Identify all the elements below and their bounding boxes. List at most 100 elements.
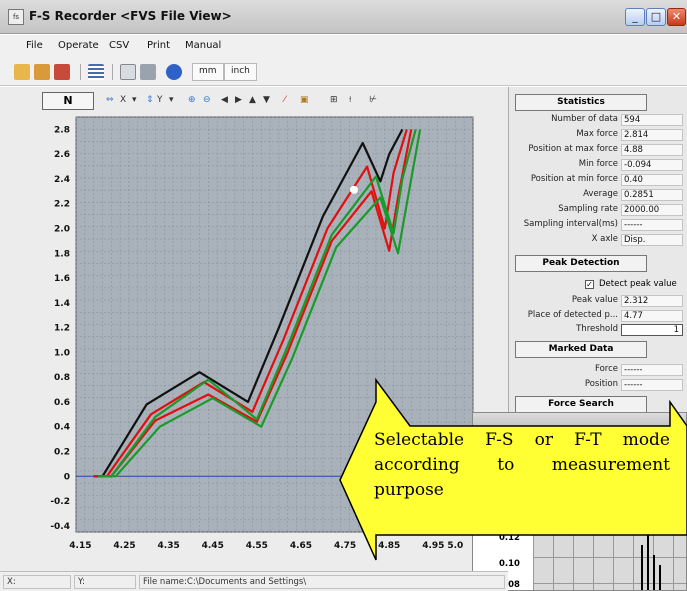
marked-position-label: Position [584, 379, 618, 389]
menu-bar: File Operate CSV Print Manual [0, 35, 687, 58]
menu-file[interactable]: File [26, 40, 43, 51]
stat-row: Position at max force 4.88 [509, 144, 687, 157]
ft-spike [653, 555, 655, 590]
peak-value-label: Peak value [571, 295, 618, 305]
series-line [93, 128, 404, 478]
x-axis-move-icon[interactable]: ⇔ [106, 95, 114, 105]
y-tick-label: 2.0 [54, 224, 70, 234]
y-tick-label: 0.6 [54, 398, 70, 408]
unit-mm-button[interactable]: mm [192, 63, 224, 81]
printer-icon[interactable] [140, 64, 156, 80]
stat-value: 4.88 [621, 144, 683, 156]
x-tick-label: 4.25 [113, 541, 135, 551]
toolbar-separator [112, 64, 113, 80]
peak-marker [349, 185, 358, 194]
series-line [98, 129, 417, 478]
stat-value: 0.40 [621, 174, 683, 186]
y-tick-label: 1.0 [54, 348, 70, 358]
x-tick-label: 4.45 [202, 541, 224, 551]
print-preview-icon[interactable] [120, 64, 136, 80]
y-axis-dropdown-icon[interactable]: ▾ [169, 95, 174, 105]
y-tick-label: 2.2 [54, 200, 70, 210]
y-tick-label: 0 [64, 472, 70, 482]
cursor-peak-icon[interactable]: ⊞ [330, 95, 338, 105]
y-axis-label[interactable]: Y [157, 95, 163, 105]
ft-y-tick: 0.12 [499, 533, 520, 543]
stat-label: Position at min force [530, 174, 618, 184]
series-line [102, 129, 422, 478]
stat-value: 2000.00 [621, 204, 683, 216]
stat-row: Sampling rate 2000.00 [509, 204, 687, 217]
unit-label: N [42, 92, 94, 110]
zoom-in-icon[interactable]: ⊕ [188, 95, 196, 105]
status-filename: File name:C:\Documents and Settings\ [139, 575, 505, 589]
stat-row: Sampling interval(ms) ------ [509, 219, 687, 232]
cursor-range-icon[interactable]: ⟊ [349, 95, 352, 105]
ft-spike [647, 525, 649, 590]
x-tick-label: 4.65 [290, 541, 312, 551]
y-tick-label: 2.6 [54, 150, 70, 160]
y-tick-label: 1.8 [54, 249, 70, 259]
y-tick-label: 1.2 [54, 324, 70, 334]
open-folder-icon[interactable] [14, 64, 30, 80]
menu-csv[interactable]: CSV [109, 40, 130, 51]
x-tick-label: 5.0 [447, 541, 463, 551]
stat-row: Number of data 594 [509, 114, 687, 127]
stat-label: Max force [576, 129, 618, 139]
help-icon[interactable] [166, 64, 182, 80]
y-axis-move-icon[interactable]: ⇕ [146, 95, 154, 105]
arrow-left-icon[interactable]: ◀ [221, 95, 228, 105]
minimize-button[interactable]: _ [625, 8, 645, 26]
x-tick-label: 4.35 [158, 541, 180, 551]
stat-label: X axle [591, 234, 618, 244]
chart-settings-icon[interactable]: ▣ [300, 95, 309, 105]
zoom-out-icon[interactable]: ⊖ [203, 95, 211, 105]
stat-row: Average 0.2851 [509, 189, 687, 202]
marked-data-header: Marked Data [515, 341, 647, 358]
peak-value: 2.312 [621, 295, 683, 307]
y-tick-label: 2.8 [54, 125, 70, 135]
line-graph-icon[interactable]: ⁄ [284, 95, 286, 105]
stat-label: Number of data [551, 114, 618, 124]
peak-place-label: Place of detected p... [527, 310, 618, 320]
stat-row: X axle Disp. [509, 234, 687, 247]
arrow-down-icon[interactable]: ▼ [263, 95, 270, 105]
unit-inch-button[interactable]: inch [224, 63, 257, 81]
ft-spike [659, 565, 661, 590]
ft-y-tick: 0.10 [499, 559, 520, 569]
y-tick-label: 2.4 [54, 175, 70, 185]
x-tick-label: 4.55 [246, 541, 268, 551]
menu-print[interactable]: Print [147, 40, 171, 51]
x-tick-label: 4.15 [69, 541, 91, 551]
stat-value: ------ [621, 219, 683, 231]
x-axis-dropdown-icon[interactable]: ▾ [132, 95, 137, 105]
arrow-right-icon[interactable]: ▶ [235, 95, 242, 105]
y-tick-label: 0.2 [54, 447, 70, 457]
menu-manual[interactable]: Manual [185, 40, 222, 51]
stat-label: Average [583, 189, 618, 199]
arrow-up-icon[interactable]: ▲ [249, 95, 256, 105]
detect-peak-checkbox[interactable]: ✓ [585, 280, 594, 289]
open-file-icon[interactable] [34, 64, 50, 80]
stat-row: Min force -0.094 [509, 159, 687, 172]
peak-place-row: Place of detected p... 4.77 [509, 310, 687, 323]
cursor-help-icon[interactable]: ⊬ [369, 95, 377, 105]
menu-operate[interactable]: Operate [58, 40, 99, 51]
stat-row: Max force 2.814 [509, 129, 687, 142]
maximize-button[interactable]: □ [646, 8, 666, 26]
save-icon[interactable] [54, 64, 70, 80]
threshold-label: Threshold [576, 324, 618, 334]
window-title: F-S Recorder <FVS File View> [29, 9, 232, 23]
stat-label: Sampling rate [558, 204, 618, 214]
close-button[interactable]: ✕ [667, 8, 686, 26]
stat-value: 2.814 [621, 129, 683, 141]
stat-value: -0.094 [621, 159, 683, 171]
x-axis-label[interactable]: X [120, 95, 127, 105]
stat-row: Position at min force 0.40 [509, 174, 687, 187]
threshold-input[interactable]: 1 [621, 324, 683, 336]
stat-value: 0.2851 [621, 189, 683, 201]
y-tick-label: -0.4 [50, 522, 70, 532]
callout-shape [339, 377, 687, 561]
table-icon[interactable] [88, 64, 104, 80]
